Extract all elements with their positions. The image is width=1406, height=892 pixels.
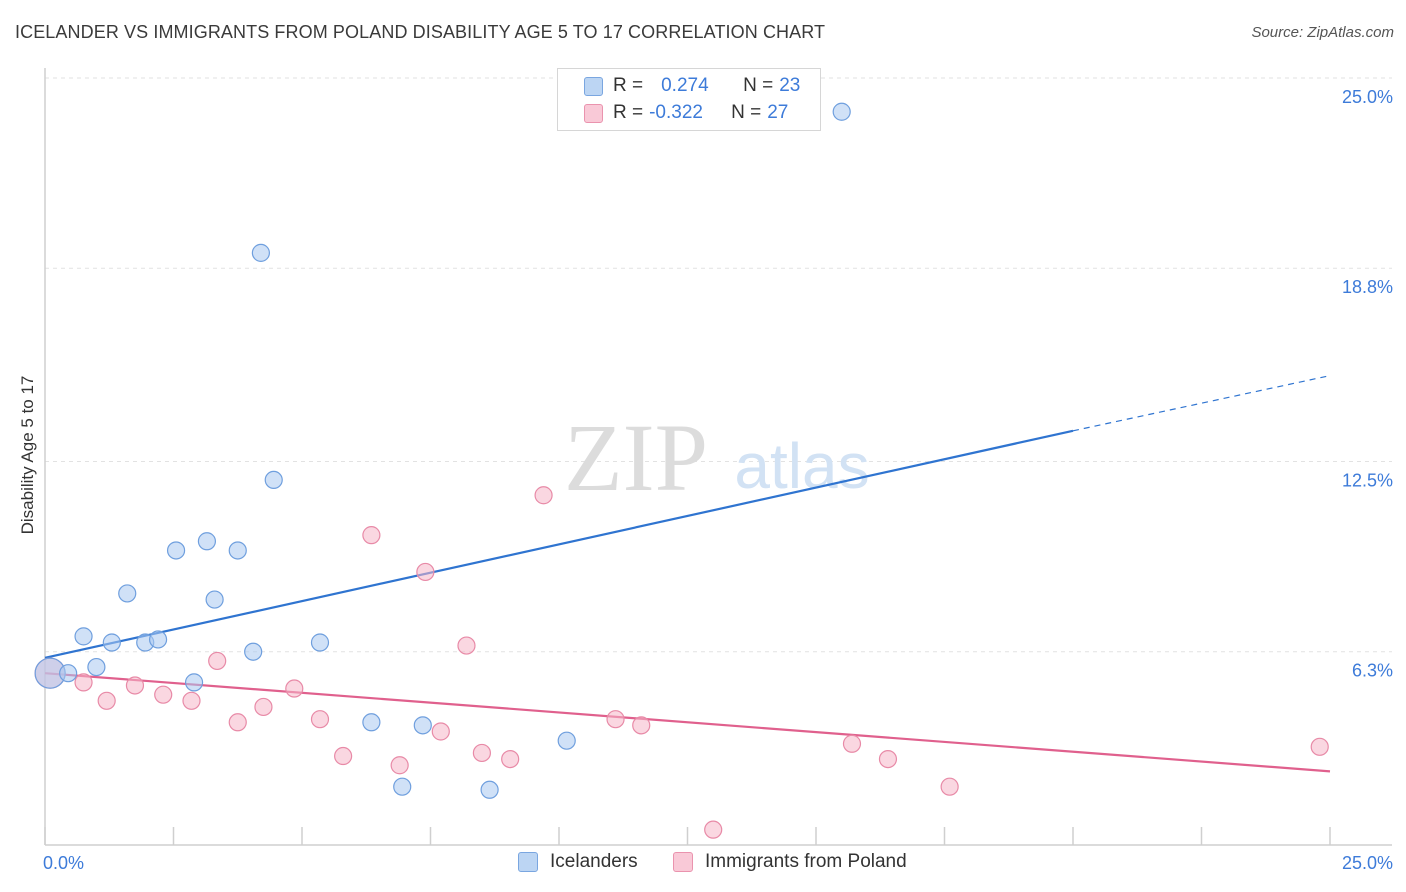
data-point bbox=[228, 713, 247, 732]
grid-lines bbox=[45, 77, 1392, 653]
correlation-legend: R = 0.274 N = 23 R = -0.322 N = 27 bbox=[557, 68, 821, 131]
legend-r-value: 0.274 bbox=[661, 75, 709, 96]
legend-row-icelanders: R = 0.274 N = 23 bbox=[584, 74, 800, 98]
y-tick-label: 12.5% bbox=[1342, 471, 1393, 491]
y-axis-label: Disability Age 5 to 17 bbox=[18, 375, 37, 535]
legend-n-value: 27 bbox=[767, 102, 789, 123]
legend-swatch-blue bbox=[584, 76, 603, 96]
data-point bbox=[480, 780, 499, 799]
trend-line-extension bbox=[1072, 375, 1331, 432]
y-tick-label: 6.3% bbox=[1352, 661, 1393, 681]
legend-r-value: -0.322 bbox=[649, 102, 703, 123]
data-point bbox=[362, 526, 381, 545]
data-point bbox=[842, 734, 862, 753]
data-point bbox=[254, 697, 273, 717]
source-label: Source: ZipAtlas.com bbox=[1251, 24, 1394, 41]
data-point bbox=[940, 777, 959, 796]
data-point bbox=[205, 590, 224, 609]
data-point bbox=[704, 820, 723, 839]
data-point bbox=[244, 642, 263, 661]
data-point bbox=[416, 562, 435, 582]
data-point bbox=[166, 541, 186, 560]
data-point bbox=[457, 636, 476, 655]
data-point bbox=[606, 710, 625, 729]
data-point bbox=[334, 746, 353, 766]
data-point bbox=[390, 756, 409, 775]
legend-n-label: N = bbox=[731, 102, 762, 123]
data-point bbox=[251, 243, 270, 262]
legend-swatch-pink bbox=[673, 852, 693, 872]
chart-title: ICELANDER VS IMMIGRANTS FROM POLAND DISA… bbox=[15, 22, 826, 42]
data-point bbox=[501, 749, 520, 769]
watermark: ZIP atlas bbox=[564, 404, 870, 511]
data-point bbox=[557, 731, 576, 750]
data-point bbox=[431, 722, 450, 741]
data-point bbox=[1310, 737, 1329, 756]
series-legend-icelanders[interactable]: Icelanders bbox=[518, 851, 638, 873]
data-point bbox=[208, 651, 227, 671]
data-point bbox=[832, 102, 851, 121]
data-point bbox=[125, 676, 145, 695]
data-point bbox=[362, 713, 381, 732]
x-tick-label: 25.0% bbox=[1342, 853, 1393, 873]
legend-series-name: Icelanders bbox=[550, 851, 638, 872]
legend-n-label: N = bbox=[743, 75, 774, 96]
data-point bbox=[102, 633, 121, 652]
data-point bbox=[632, 716, 651, 735]
data-point bbox=[154, 685, 173, 704]
data-point bbox=[97, 691, 116, 710]
data-point bbox=[228, 541, 247, 560]
data-point bbox=[197, 532, 217, 551]
data-points bbox=[34, 102, 1329, 839]
series-legend-poland[interactable]: Immigrants from Poland bbox=[673, 851, 907, 873]
legend-series-name: Immigrants from Poland bbox=[705, 851, 907, 872]
y-tick-label: 25.0% bbox=[1342, 87, 1393, 107]
data-point bbox=[74, 673, 93, 692]
data-point bbox=[310, 710, 330, 729]
data-point bbox=[74, 627, 93, 646]
legend-r-label: R = bbox=[613, 75, 644, 96]
trend-line-0 bbox=[44, 429, 1074, 659]
data-point bbox=[310, 633, 330, 652]
legend-r-label: R = bbox=[613, 102, 644, 123]
data-point bbox=[413, 716, 432, 735]
data-point bbox=[534, 486, 553, 505]
data-point bbox=[878, 749, 898, 769]
data-point bbox=[87, 657, 106, 677]
data-point bbox=[393, 777, 412, 796]
x-tick-label: 0.0% bbox=[43, 853, 84, 873]
data-point bbox=[59, 664, 78, 683]
watermark-zip: ZIP bbox=[564, 404, 708, 511]
data-point bbox=[285, 679, 304, 698]
legend-swatch-pink bbox=[584, 103, 603, 123]
trend-line-1 bbox=[44, 672, 1331, 773]
data-point bbox=[184, 673, 204, 692]
axes bbox=[44, 68, 1392, 846]
data-point bbox=[182, 691, 201, 710]
data-point bbox=[118, 584, 137, 603]
trend-lines bbox=[44, 375, 1331, 773]
legend-n-value: 23 bbox=[779, 75, 801, 96]
legend-row-poland: R = -0.322 N = 27 bbox=[584, 101, 788, 125]
legend-swatch-blue bbox=[518, 852, 538, 872]
y-tick-label: 18.8% bbox=[1342, 277, 1393, 297]
data-point bbox=[472, 743, 491, 763]
data-point bbox=[148, 630, 168, 649]
tick-labels: 6.3% 12.5% 18.8% 25.0% 0.0% 25.0% bbox=[43, 87, 1393, 873]
data-point bbox=[264, 470, 283, 490]
